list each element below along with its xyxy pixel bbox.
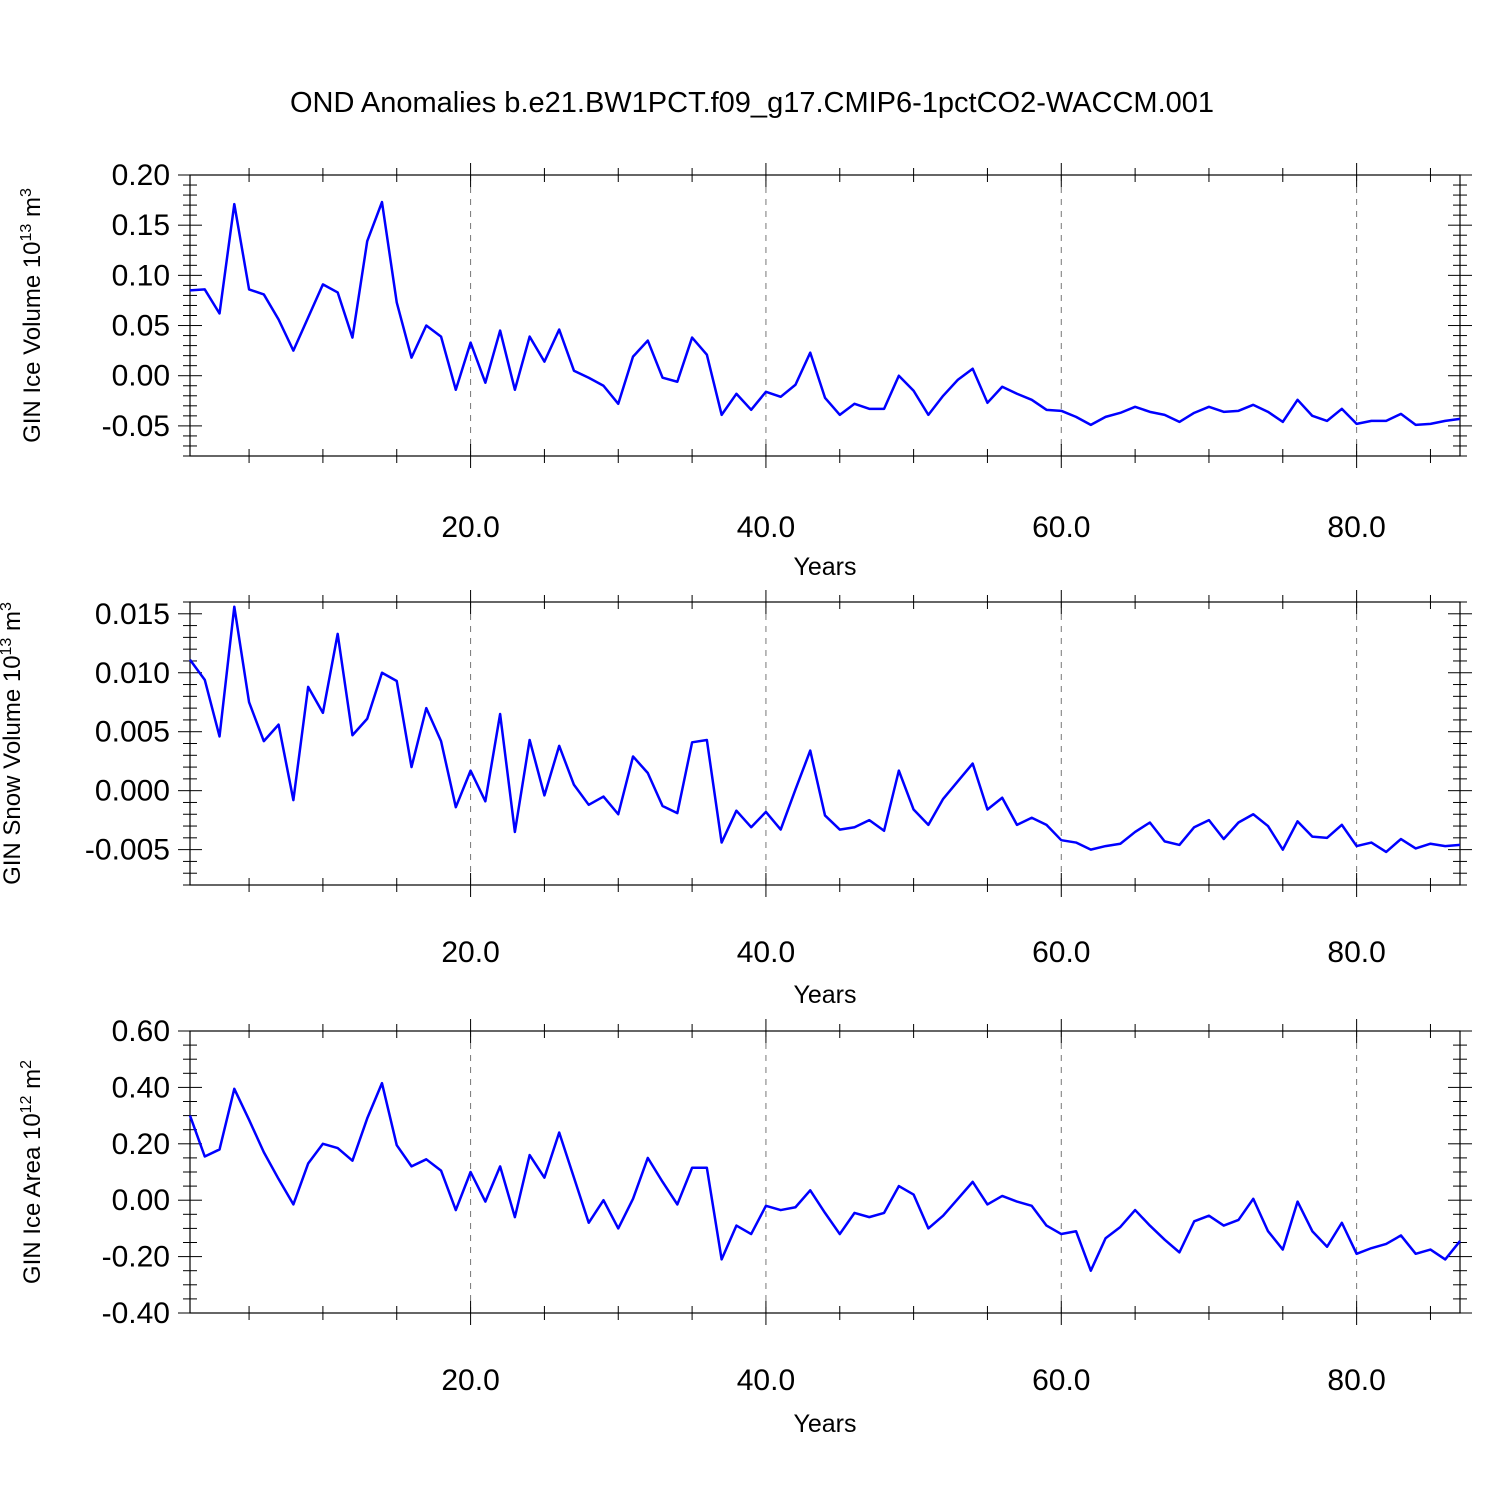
y-tick-label: 0.20: [112, 159, 170, 192]
chart-panel-2: 0.015 0.010 0.005 0.000 -0.005 20.0 40.0 60.0 80…: [0, 590, 1472, 1009]
x-tick-label: 40.0: [737, 936, 795, 969]
x-axis-label: Years: [793, 553, 856, 581]
x-tick-label: 20.0: [441, 936, 499, 969]
y-tick-label: 0.40: [112, 1071, 170, 1104]
y-tick-label: 0.05: [112, 310, 170, 343]
x-tick-label: 80.0: [1327, 1364, 1385, 1397]
x-tick-label: 80.0: [1327, 511, 1385, 544]
y-tick-label: -0.005: [85, 834, 170, 867]
y-tick-label: 0.005: [95, 716, 170, 749]
figure-title: OND Anomalies b.e21.BW1PCT.f09_g17.CMIP6…: [290, 87, 1214, 119]
y-tick-label: 0.60: [112, 1015, 170, 1048]
y-tick-label: 0.10: [112, 259, 170, 292]
x-tick-label: 60.0: [1032, 1364, 1090, 1397]
plot-frame: [189, 1030, 1461, 1314]
plot-frame: [189, 174, 1461, 457]
x-tick-label: 80.0: [1327, 936, 1385, 969]
y-tick-label: 0.00: [112, 360, 170, 393]
y-tick-label: 0.20: [112, 1128, 170, 1161]
y-tick-label: 0.00: [112, 1184, 170, 1217]
x-axis-label: Years: [793, 981, 856, 1009]
x-tick-label: 40.0: [737, 511, 795, 544]
y-axis-label: GIN Ice Area 1012 m2: [18, 1060, 46, 1284]
y-tick-label: 0.010: [95, 657, 170, 690]
x-tick-label: 20.0: [441, 1364, 499, 1397]
chart-panel-3: 0.60 0.40 0.20 0.00 -0.20 -0.40 20.0 40.0 60.0 80…: [18, 1015, 1472, 1438]
chart-panel-1: 0.20 0.15 0.10 0.05 0.00 -0.05 20.0 40.0 60.0 80.…: [18, 159, 1472, 581]
y-axis-label: GIN Snow Volume 1013 m3: [0, 602, 26, 885]
y-tick-label: 0.15: [112, 209, 170, 242]
y-tick-label: -0.05: [102, 410, 170, 443]
y-axis-label: GIN Ice Volume 1013 m3: [18, 188, 46, 443]
y-tick-label: 0.000: [95, 775, 170, 808]
x-tick-label: 60.0: [1032, 511, 1090, 544]
series-line-3: [188, 1081, 1461, 1272]
y-tick-label: -0.20: [102, 1241, 170, 1274]
x-axis-label: Years: [793, 1410, 856, 1438]
series-line-2: [188, 605, 1461, 854]
x-tick-label: 20.0: [441, 511, 499, 544]
series-line-1: [189, 200, 1461, 427]
y-tick-label: -0.40: [102, 1297, 170, 1330]
plot-frame: [189, 601, 1461, 886]
x-tick-label: 60.0: [1032, 936, 1090, 969]
y-tick-label: 0.015: [95, 598, 170, 631]
x-tick-label: 40.0: [737, 1364, 795, 1397]
